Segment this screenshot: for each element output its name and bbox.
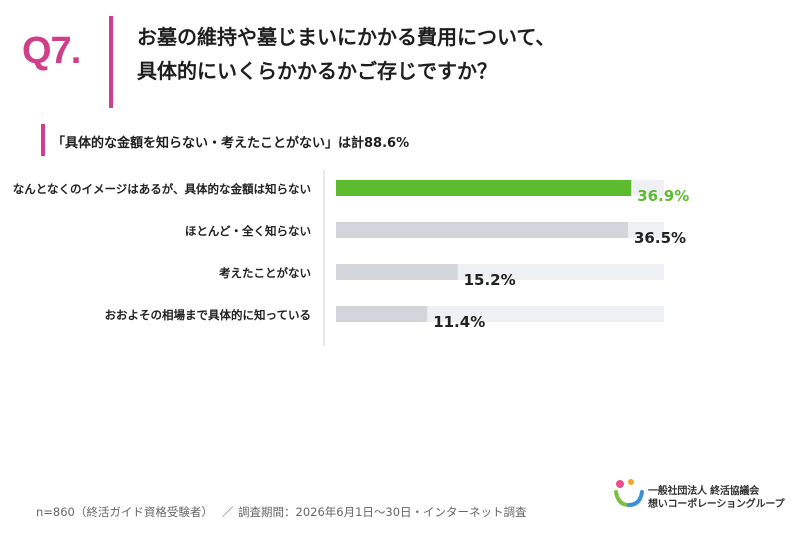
subtitle-accent-bar: [41, 124, 45, 156]
organization-name: 一般社団法人 終活協議会: [648, 486, 760, 497]
title-accent-bar: [109, 16, 113, 108]
value-label: 36.9%: [637, 187, 689, 205]
organization-group: 想いコーポレーショングループ: [648, 499, 785, 510]
logo-arc-green: [614, 490, 631, 507]
question-number: Q7.: [22, 30, 81, 72]
category-label: なんとなくのイメージはあるが、具体的な金額は知らない: [13, 182, 311, 196]
chart-rows: なんとなくのイメージはあるが、具体的な金額は知らない 36.9% ほとんど・全く知ら…: [13, 180, 689, 331]
category-label: おおよその相場まで具体的に知っている: [105, 308, 311, 322]
value-label: 11.4%: [433, 313, 485, 331]
category-label: ほとんど・全く知らない: [185, 224, 311, 238]
logo-dot-orange: [628, 479, 634, 485]
chart-subtitle: 「具体的な金額を知らない・考えたことがない」は計88.6%: [52, 136, 410, 151]
category-label: 考えたことがない: [219, 266, 311, 280]
bar-chart: なんとなくのイメージはあるが、具体的な金額は知らない 36.9% ほとんど・全く知ら…: [13, 170, 689, 346]
logo-dot-pink: [616, 480, 624, 488]
footer-separator: ／: [222, 505, 234, 519]
logo-arc-blue: [627, 490, 644, 507]
value-label: 15.2%: [464, 271, 516, 289]
value-label: 36.5%: [634, 229, 686, 247]
bar: [336, 306, 428, 322]
survey-period: 調査期間：2026年6月1日〜30日・インターネット調査: [238, 505, 527, 519]
bar: [336, 264, 458, 280]
sample-note: n=860（終活ガイド資格受験者）: [36, 505, 213, 519]
bar: [336, 222, 628, 238]
question-title: お墓の維持や墓じまいにかかる費用について、 具体的にいくらかかるかご存じですか？: [137, 20, 555, 88]
question-title-line2: 具体的にいくらかかるかご存じですか？: [137, 59, 497, 83]
question-title-line1: お墓の維持や墓じまいにかかる費用について、: [137, 25, 556, 49]
organization-logo-icon: [614, 479, 644, 507]
bar: [336, 180, 632, 196]
